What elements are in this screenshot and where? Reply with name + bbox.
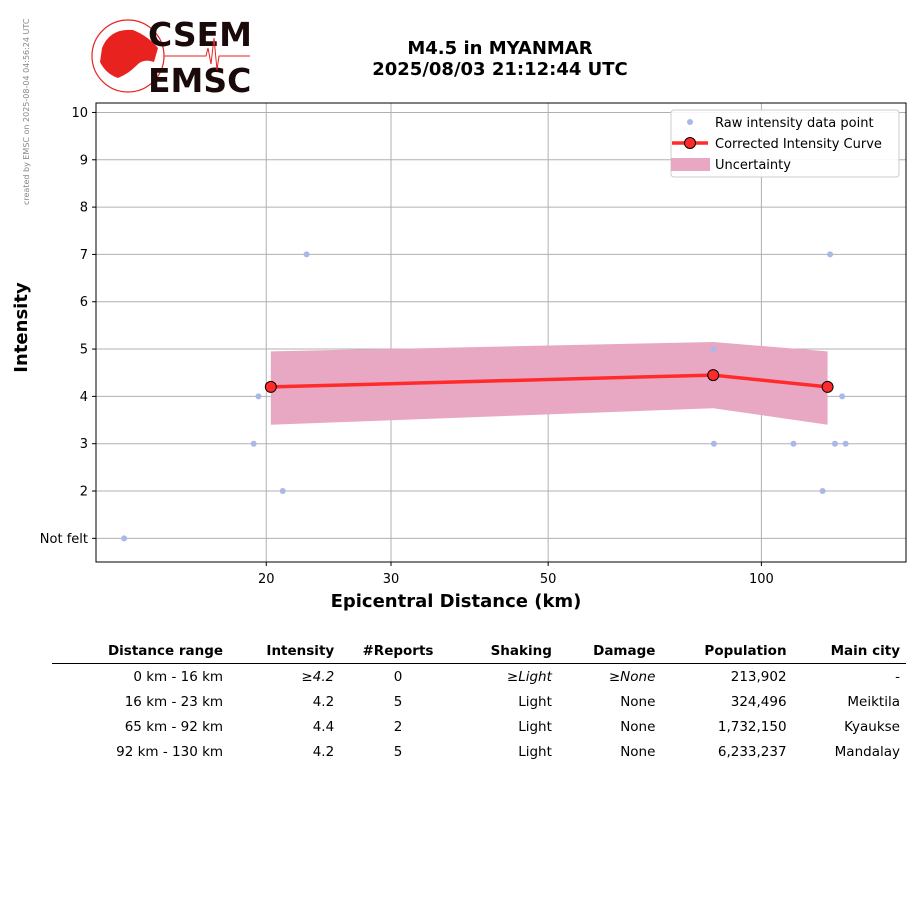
y-tick-label: 2 <box>80 485 88 500</box>
x-tick-label: 30 <box>383 572 400 587</box>
raw-data-point <box>827 251 834 258</box>
cell-reports: 5 <box>393 743 403 760</box>
y-tick-label: 9 <box>80 153 88 168</box>
raw-data-point <box>839 393 846 400</box>
header-main-city: Main city <box>792 640 906 664</box>
header-intensity: Intensity <box>229 640 341 664</box>
cell-shaking: Light <box>518 693 552 710</box>
table-row: 92 km - 130 km 4.2 5 Light None 6,233,23… <box>52 739 906 764</box>
logo-seismogram-line <box>164 37 250 71</box>
cell-population: 1,732,150 <box>717 718 787 735</box>
cell-main-city: Mandalay <box>834 743 900 760</box>
cell-main-city: Meiktila <box>847 693 900 710</box>
y-tick-label: 10 <box>71 106 88 121</box>
cell-distance: 65 km - 92 km <box>124 718 224 735</box>
legend-curve-marker <box>684 137 696 149</box>
emsc-logo: CSEM EMSC <box>91 18 252 98</box>
cell-distance: 0 km - 16 km <box>133 668 224 685</box>
cell-intensity: 4.2 <box>312 743 335 760</box>
y-tick-label: 5 <box>80 343 88 358</box>
legend-label-raw: Raw intensity data point <box>715 116 874 131</box>
table-row: 16 km - 23 km 4.2 5 Light None 324,496 M… <box>52 689 906 714</box>
raw-data-point <box>819 488 826 495</box>
legend-label-curve: Corrected Intensity Curve <box>715 137 882 152</box>
logo-text-bottom: EMSC <box>148 61 251 98</box>
y-tick-label: 3 <box>80 437 88 452</box>
y-tick-label: 7 <box>80 248 88 263</box>
x-tick-label: 100 <box>749 572 774 587</box>
header-distance: Distance range <box>52 640 230 664</box>
corrected-intensity-marker <box>821 380 834 393</box>
cell-damage: None <box>620 693 656 710</box>
raw-data-point <box>250 440 257 447</box>
logo-text-top: CSEM <box>148 18 252 54</box>
raw-data-point <box>710 346 717 353</box>
header-damage: Damage <box>557 640 662 664</box>
intensity-table: Distance range Intensity #Reports Shakin… <box>52 640 906 764</box>
cell-intensity: 4.4 <box>312 718 335 735</box>
uncertainty-band <box>270 341 828 425</box>
header-shaking: Shaking <box>455 640 558 664</box>
cell-intensity: 4.2 <box>312 693 335 710</box>
cell-population: 213,902 <box>730 668 787 685</box>
corrected-intensity-marker <box>707 369 720 382</box>
legend-uncertainty-swatch <box>671 158 710 171</box>
cell-distance: 92 km - 130 km <box>116 743 224 760</box>
logo-map-shape <box>100 29 158 78</box>
cell-shaking: ≥Light <box>506 668 552 685</box>
x-tick-label: 20 <box>258 572 275 587</box>
cell-shaking: Light <box>518 718 552 735</box>
table-row: 65 km - 92 km 4.4 2 Light None 1,732,150… <box>52 714 906 739</box>
x-axis-label: Epicentral Distance (km) <box>331 591 582 612</box>
corrected-intensity-marker <box>264 380 277 393</box>
raw-data-point <box>831 440 838 447</box>
chart-title: M4.5 in MYANMAR 2025/08/03 21:12:44 UTC <box>330 38 670 80</box>
raw-data-point <box>303 251 310 258</box>
title-event: M4.5 in MYANMAR <box>407 38 593 59</box>
x-tick-label: 50 <box>540 572 557 587</box>
intensity-chart: Not felt 2 3 4 5 6 7 8 9 10 20 30 50 100 Epicentral Di… <box>11 102 907 612</box>
legend-label-uncertainty: Uncertainty <box>715 158 791 173</box>
cell-intensity: ≥4.2 <box>301 668 335 685</box>
header-reports: #Reports <box>340 640 456 664</box>
raw-data-point <box>842 440 849 447</box>
raw-data-point <box>710 440 717 447</box>
cell-damage: ≥None <box>608 668 656 685</box>
header-population: Population <box>661 640 793 664</box>
cell-population: 6,233,237 <box>717 743 787 760</box>
table-row: 0 km - 16 km ≥4.2 0 ≥Light ≥None 213,902… <box>52 664 906 690</box>
cell-reports: 0 <box>393 668 403 685</box>
y-tick-label: Not felt <box>40 532 88 547</box>
y-tick-label: 6 <box>80 295 88 310</box>
legend-box <box>670 109 900 178</box>
y-tick-label: 8 <box>80 201 88 216</box>
y-axis-label: Intensity <box>11 282 32 373</box>
raw-data-point <box>790 440 797 447</box>
table-header-row: Distance range Intensity #Reports Shakin… <box>52 640 906 664</box>
cell-main-city: - <box>895 668 900 685</box>
cell-population: 324,496 <box>730 693 787 710</box>
cell-distance: 16 km - 23 km <box>124 693 224 710</box>
plot-frame <box>95 102 907 563</box>
cell-damage: None <box>620 718 656 735</box>
cell-main-city: Kyaukse <box>844 718 900 735</box>
raw-data-point <box>121 535 128 542</box>
legend-raw-marker <box>687 119 693 125</box>
y-tick-label: 4 <box>80 390 88 405</box>
raw-data-point <box>255 393 262 400</box>
cell-damage: None <box>620 743 656 760</box>
raw-data-point <box>279 488 286 495</box>
title-datetime: 2025/08/03 21:12:44 UTC <box>372 59 628 80</box>
legend: Raw intensity data point Corrected Intens… <box>670 109 900 178</box>
cell-reports: 5 <box>393 693 403 710</box>
cell-shaking: Light <box>518 743 552 760</box>
cell-reports: 2 <box>393 718 403 735</box>
